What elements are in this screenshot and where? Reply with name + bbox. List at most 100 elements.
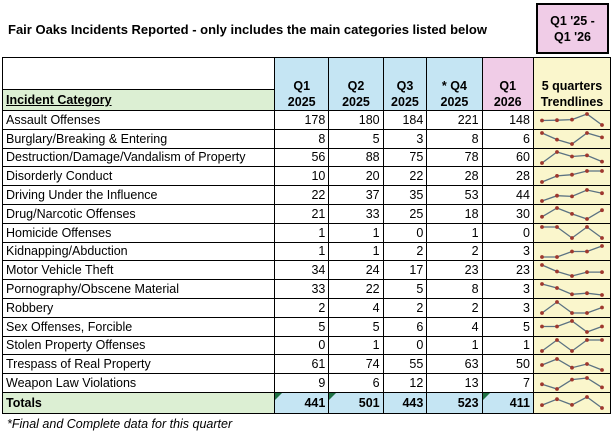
category-cell[interactable]: Disorderly Conduct [1,166,276,187]
trendline-cell[interactable] [532,373,611,393]
value-cell[interactable]: 3 [481,241,534,262]
value-cell[interactable]: 37 [328,185,384,205]
category-cell[interactable]: Kidnapping/Abduction [1,241,276,262]
value-cell[interactable]: 23 [426,260,483,281]
trendline-cell[interactable] [532,297,611,318]
value-cell[interactable]: 2 [382,297,428,318]
value-cell[interactable]: 6 [481,128,534,149]
trendline-cell[interactable] [532,316,611,337]
value-cell[interactable]: 34 [274,260,330,281]
value-cell[interactable]: 1 [481,335,534,356]
value-cell[interactable]: 74 [328,354,384,375]
trendline-cell[interactable] [532,128,611,149]
value-cell[interactable]: 4 [426,316,483,337]
value-cell[interactable]: 3 [481,279,534,299]
category-cell[interactable]: Burglary/Breaking & Entering [1,128,276,149]
value-cell[interactable]: 18 [426,203,483,224]
value-cell[interactable]: 2 [274,297,330,318]
totals-value-cell[interactable]: 441 [274,391,330,414]
value-cell[interactable]: 5 [328,128,384,149]
value-cell[interactable]: 0 [274,335,330,356]
value-cell[interactable]: 1 [274,222,330,243]
trendline-cell[interactable] [532,166,611,187]
trendline-cell[interactable] [532,335,611,356]
col-header-q3-2025[interactable]: Q3 2025 [382,57,428,111]
value-cell[interactable]: 35 [382,185,428,205]
value-cell[interactable]: 184 [382,110,428,130]
value-cell[interactable]: 75 [382,147,428,168]
value-cell[interactable]: 1 [328,222,384,243]
value-cell[interactable]: 180 [328,110,384,130]
value-cell[interactable]: 28 [426,166,483,187]
category-cell[interactable]: Motor Vehicle Theft [1,260,276,281]
value-cell[interactable]: 61 [274,354,330,375]
value-cell[interactable]: 1 [426,222,483,243]
value-cell[interactable]: 25 [382,203,428,224]
category-cell[interactable]: Homicide Offenses [1,222,276,243]
trendline-cell[interactable] [532,241,611,262]
date-range-box[interactable]: Q1 '25 - Q1 '26 [536,3,609,54]
value-cell[interactable]: 60 [481,147,534,168]
category-cell[interactable]: Assault Offenses [1,110,276,130]
value-cell[interactable]: 6 [328,373,384,393]
category-cell[interactable]: Stolen Property Offenses [1,335,276,356]
trendline-cell[interactable] [532,222,611,243]
value-cell[interactable]: 53 [426,185,483,205]
value-cell[interactable]: 44 [481,185,534,205]
totals-value-cell[interactable]: 501 [328,391,384,414]
trendline-cell[interactable] [532,203,611,224]
value-cell[interactable]: 78 [426,147,483,168]
category-cell[interactable]: Trespass of Real Property [1,354,276,375]
incident-category-header[interactable]: Incident Category [1,89,276,111]
value-cell[interactable]: 2 [426,297,483,318]
value-cell[interactable]: 8 [426,128,483,149]
value-cell[interactable]: 88 [328,147,384,168]
value-cell[interactable]: 30 [481,203,534,224]
value-cell[interactable]: 33 [328,203,384,224]
value-cell[interactable]: 2 [382,241,428,262]
value-cell[interactable]: 24 [328,260,384,281]
category-cell[interactable]: Robbery [1,297,276,318]
value-cell[interactable]: 1 [328,241,384,262]
value-cell[interactable]: 20 [328,166,384,187]
value-cell[interactable]: 178 [274,110,330,130]
value-cell[interactable]: 1 [274,241,330,262]
value-cell[interactable]: 21 [274,203,330,224]
value-cell[interactable]: 8 [426,279,483,299]
value-cell[interactable]: 0 [382,222,428,243]
trendline-cell[interactable] [532,185,611,205]
value-cell[interactable]: 1 [328,335,384,356]
value-cell[interactable]: 3 [382,128,428,149]
value-cell[interactable]: 3 [481,297,534,318]
value-cell[interactable]: 63 [426,354,483,375]
category-cell[interactable]: Destruction/Damage/Vandalism of Property [1,147,276,168]
value-cell[interactable]: 8 [274,128,330,149]
value-cell[interactable]: 2 [426,241,483,262]
trendline-cell[interactable] [532,354,611,375]
col-header-q1-2026[interactable]: Q1 2026 [481,57,534,111]
value-cell[interactable]: 4 [328,297,384,318]
value-cell[interactable]: 7 [481,373,534,393]
value-cell[interactable]: 1 [426,335,483,356]
col-header-q4-2025[interactable]: * Q4 2025 [426,57,483,111]
totals-value-cell[interactable]: 443 [382,391,428,414]
value-cell[interactable]: 10 [274,166,330,187]
value-cell[interactable]: 55 [382,354,428,375]
value-cell[interactable]: 6 [382,316,428,337]
value-cell[interactable]: 221 [426,110,483,130]
value-cell[interactable]: 12 [382,373,428,393]
trendline-cell[interactable] [532,391,611,414]
col-header-trendlines[interactable]: 5 quarters Trendlines [532,57,611,111]
value-cell[interactable]: 0 [481,222,534,243]
trendline-cell[interactable] [532,260,611,281]
totals-value-cell[interactable]: 523 [426,391,483,414]
value-cell[interactable]: 148 [481,110,534,130]
value-cell[interactable]: 33 [274,279,330,299]
totals-label-cell[interactable]: Totals [1,391,276,414]
category-cell[interactable]: Drug/Narcotic Offenses [1,203,276,224]
trendline-cell[interactable] [532,110,611,130]
value-cell[interactable]: 50 [481,354,534,375]
totals-value-cell[interactable]: 411 [481,391,534,414]
value-cell[interactable]: 23 [481,260,534,281]
value-cell[interactable]: 56 [274,147,330,168]
